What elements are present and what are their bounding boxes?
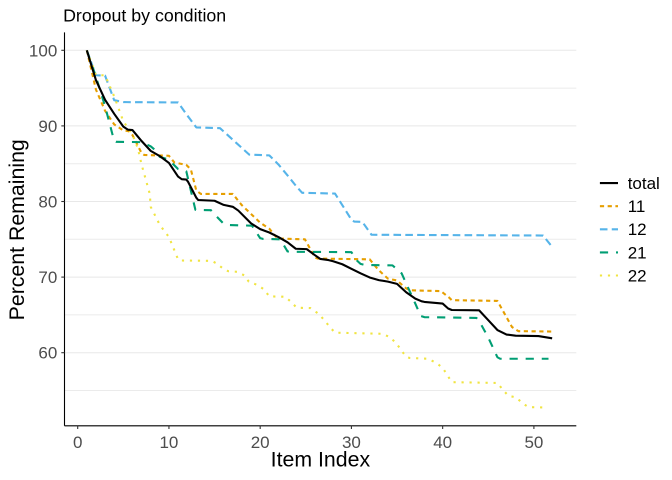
svg-text:50: 50 — [524, 433, 543, 452]
svg-text:21: 21 — [628, 243, 647, 262]
svg-text:20: 20 — [251, 433, 270, 452]
svg-text:30: 30 — [342, 433, 361, 452]
svg-text:total: total — [628, 174, 660, 193]
svg-text:70: 70 — [38, 268, 57, 287]
svg-text:10: 10 — [159, 433, 178, 452]
svg-text:80: 80 — [38, 193, 57, 212]
svg-text:60: 60 — [38, 344, 57, 363]
svg-text:90: 90 — [38, 117, 57, 136]
svg-text:Dropout by condition: Dropout by condition — [63, 6, 226, 26]
svg-text:12: 12 — [628, 220, 647, 239]
svg-text:11: 11 — [628, 197, 646, 216]
svg-text:40: 40 — [433, 433, 452, 452]
svg-text:0: 0 — [73, 433, 82, 452]
svg-text:100: 100 — [29, 41, 57, 60]
svg-text:Item Index: Item Index — [271, 447, 371, 471]
svg-text:22: 22 — [628, 266, 647, 285]
svg-text:Percent Remaining: Percent Remaining — [5, 139, 29, 320]
